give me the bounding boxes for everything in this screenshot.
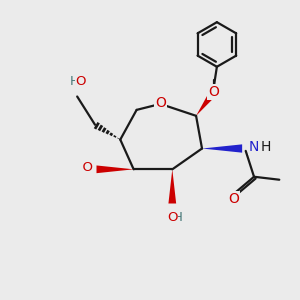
- Text: N: N: [249, 140, 259, 154]
- Text: O: O: [155, 96, 166, 110]
- Text: O: O: [228, 192, 239, 206]
- Text: H: H: [83, 161, 93, 174]
- Text: O: O: [208, 85, 219, 99]
- Text: O: O: [74, 161, 93, 174]
- Text: O: O: [167, 211, 177, 224]
- Text: H: H: [172, 211, 182, 224]
- Text: H: H: [70, 75, 80, 88]
- Text: H: H: [261, 140, 271, 154]
- Text: O: O: [76, 75, 86, 88]
- Polygon shape: [202, 144, 242, 153]
- Polygon shape: [97, 166, 134, 173]
- Polygon shape: [168, 169, 176, 203]
- Polygon shape: [196, 89, 217, 116]
